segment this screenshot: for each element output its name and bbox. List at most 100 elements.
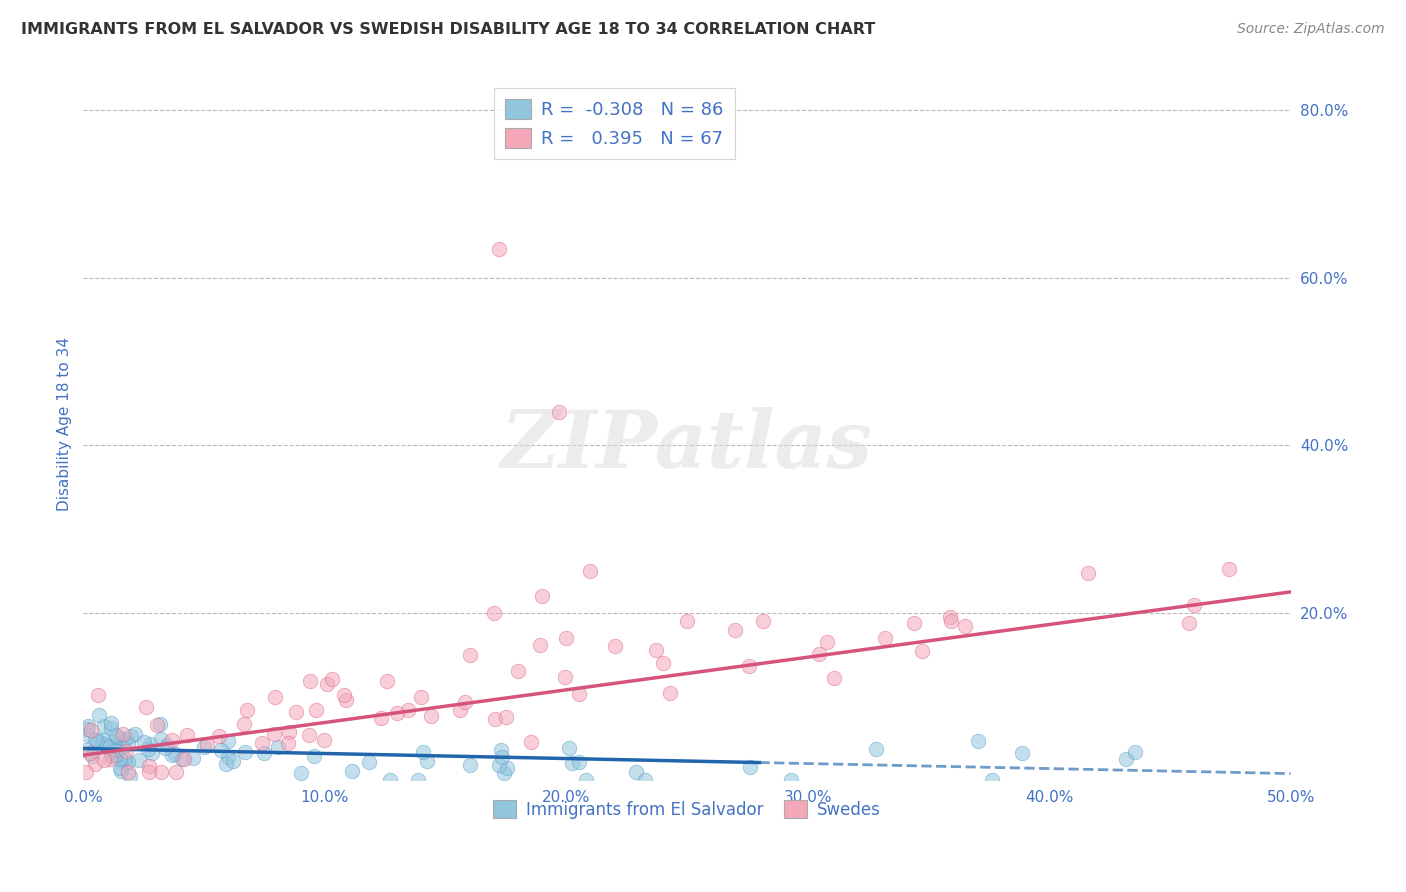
Point [110,764,132,778]
Point [160,733,183,747]
Point [100,721,122,735]
Point [284,705,307,719]
Point [232,717,254,731]
Point [107,737,129,751]
Point [98,752,121,766]
Point [132,735,155,749]
Point [408,773,430,788]
Point [415,754,437,768]
Point [176,728,198,742]
Point [412,745,434,759]
Point [208,729,231,743]
Point [80,748,103,763]
Point [420,708,443,723]
Point [873,631,896,645]
Point [135,700,157,714]
Point [724,623,747,637]
Point [100,748,122,763]
Point [86,734,108,748]
Point [651,656,673,670]
Y-axis label: Disability Age 18 to 34: Disability Age 18 to 34 [58,337,72,511]
Point [128,753,150,767]
Point [165,764,187,779]
Point [1115,752,1137,766]
Point [233,745,256,759]
Point [823,671,845,685]
Point [100,716,122,731]
Text: IMMIGRANTS FROM EL SALVADOR VS SWEDISH DISABILITY AGE 18 TO 34 CORRELATION CHART: IMMIGRANTS FROM EL SALVADOR VS SWEDISH D… [21,22,876,37]
Point [222,754,245,768]
Point [250,736,273,750]
Point [124,726,146,740]
Point [114,756,136,771]
Point [80,723,103,737]
Point [117,756,139,770]
Point [357,756,380,770]
Point [93,719,115,733]
Point [1218,562,1240,576]
Point [110,752,132,766]
Point [217,749,239,764]
Point [645,643,668,657]
Point [314,733,336,747]
Point [449,703,471,717]
Point [411,690,433,704]
Point [93,753,115,767]
Point [117,764,139,779]
Point [333,688,356,702]
Point [548,405,571,419]
Point [105,731,128,745]
Point [108,761,131,775]
Point [145,718,167,732]
Point [91,736,114,750]
Point [321,672,343,686]
Point [460,757,482,772]
Point [209,743,232,757]
Point [236,703,259,717]
Point [1182,599,1205,613]
Point [506,665,529,679]
Point [112,727,135,741]
Point [149,731,172,746]
Point [112,751,135,765]
Point [980,773,1002,788]
Point [634,773,657,788]
Point [482,606,505,620]
Point [531,589,554,603]
Point [94,738,117,752]
Point [277,736,299,750]
Point [529,638,551,652]
Point [953,618,976,632]
Point [385,706,408,721]
Point [370,711,392,725]
Point [603,640,626,654]
Point [75,764,97,779]
Point [575,773,598,788]
Point [335,692,357,706]
Point [118,769,141,783]
Point [488,758,510,772]
Point [579,564,602,578]
Point [302,749,325,764]
Point [624,765,647,780]
Point [903,615,925,630]
Point [375,674,398,689]
Point [105,743,128,757]
Point [115,744,138,758]
Point [454,694,477,708]
Point [568,755,591,769]
Point [492,766,515,780]
Point [136,742,159,756]
Point [76,728,98,742]
Point [215,757,238,772]
Point [807,647,830,661]
Point [156,738,179,752]
Point [91,733,114,747]
Point [195,738,218,752]
Point [101,747,124,761]
Point [263,690,285,704]
Point [299,674,322,689]
Legend: Immigrants from El Salvador, Swedes: Immigrants from El Salvador, Swedes [486,793,887,825]
Point [75,742,97,756]
Point [815,635,838,649]
